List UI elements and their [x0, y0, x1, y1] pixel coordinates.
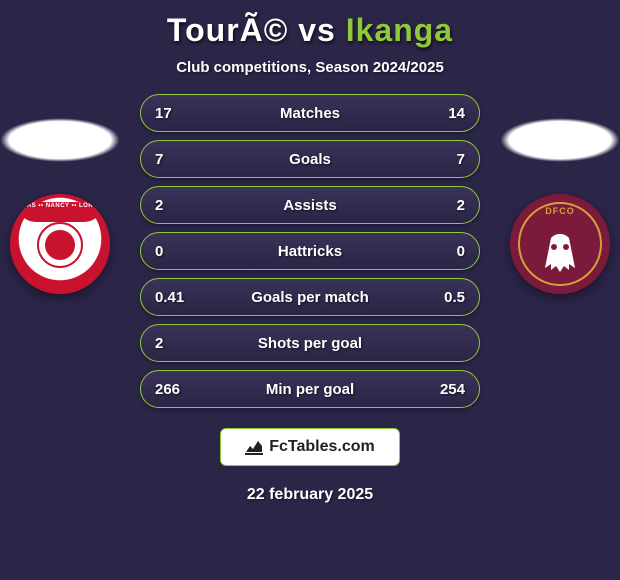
halo-right — [500, 118, 620, 162]
date: 22 february 2025 — [247, 486, 373, 504]
branding-badge[interactable]: FcTables.com — [220, 428, 400, 466]
stat-rows: 17Matches147Goals72Assists20Hattricks00.… — [140, 94, 480, 408]
stat-label: Goals — [141, 151, 479, 168]
crest-text: AS •• NANCY •• LOR — [27, 203, 93, 209]
stat-row: 2Assists2 — [140, 186, 480, 224]
stat-right-value: 0.5 — [444, 289, 465, 306]
stat-left-value: 266 — [155, 381, 180, 398]
stat-left-value: 2 — [155, 335, 163, 352]
right-club-crest: DFCO — [510, 194, 610, 294]
stat-left-value: 7 — [155, 151, 163, 168]
chart-icon — [245, 439, 263, 455]
left-club-crest: AS •• NANCY •• LOR — [10, 194, 110, 294]
page-title: TourÃ© vs Ikanga — [167, 12, 453, 49]
stat-right-value: 7 — [457, 151, 465, 168]
branding-text: FcTables.com — [269, 438, 375, 456]
stat-row: 0.41Goals per match0.5 — [140, 278, 480, 316]
subtitle: Club competitions, Season 2024/2025 — [176, 59, 444, 76]
right-player-side: DFCO — [500, 118, 620, 294]
stat-row: 266Min per goal254 — [140, 370, 480, 408]
stat-right-value: 254 — [440, 381, 465, 398]
crest-inner-dot — [45, 230, 75, 260]
stat-right-value: 2 — [457, 197, 465, 214]
stat-row: 17Matches14 — [140, 94, 480, 132]
stat-label: Matches — [141, 105, 479, 122]
stat-label: Assists — [141, 197, 479, 214]
title-left: TourÃ© — [167, 12, 288, 48]
title-right: Ikanga — [346, 12, 453, 48]
stat-label: Hattricks — [141, 243, 479, 260]
crest-top-text: DFCO — [545, 206, 575, 216]
stat-label: Min per goal — [141, 381, 479, 398]
stat-left-value: 0 — [155, 243, 163, 260]
owl-icon — [537, 230, 583, 276]
title-vs: vs — [288, 12, 345, 48]
stat-row: 2Shots per goal — [140, 324, 480, 362]
stat-left-value: 17 — [155, 105, 172, 122]
stat-left-value: 0.41 — [155, 289, 184, 306]
stat-row: 0Hattricks0 — [140, 232, 480, 270]
stat-label: Goals per match — [141, 289, 479, 306]
stat-right-value: 0 — [457, 243, 465, 260]
stat-right-value: 14 — [448, 105, 465, 122]
stat-left-value: 2 — [155, 197, 163, 214]
stat-row: 7Goals7 — [140, 140, 480, 178]
halo-left — [0, 118, 120, 162]
stat-label: Shots per goal — [141, 335, 479, 352]
left-player-side: AS •• NANCY •• LOR — [0, 118, 120, 294]
